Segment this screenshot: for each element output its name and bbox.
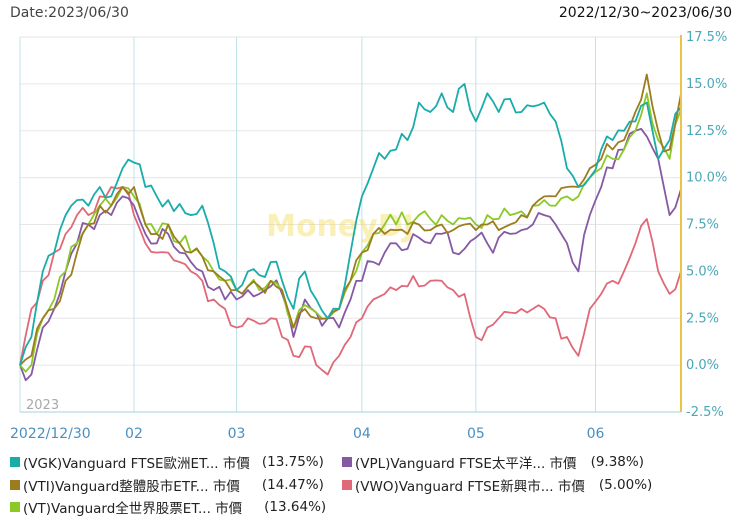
legend-pct-vt: (13.64%) [264,499,327,515]
date-label: Date:2023/06/30 [10,5,129,21]
x-tick-label: 06 [587,426,605,442]
legend-swatch-vti [10,480,20,490]
legend-item-vwo[interactable]: (VWO)Vanguard FTSE新興市... 市價 (5.00%) [342,475,652,495]
x-tick-label: 04 [353,426,371,442]
y-tick-label: 7.5% [686,218,719,233]
y-tick-label: 0.0% [686,358,719,373]
y-tick-label: 10.0% [686,171,727,186]
x-tick-label: 2022/12/30 [10,426,91,442]
legend-pct-vgk: (13.75%) [261,454,324,470]
x-tick-label: 03 [228,426,246,442]
date-range-label: 2022/12/30~2023/06/30 [558,5,732,21]
legend-item-vti[interactable]: (VTI)Vanguard整體股市ETF... 市價 (14.47%) [10,475,324,495]
y-tick-label: 5.0% [686,264,719,279]
legend-label-vwo: (VWO)Vanguard FTSE新興市... 市價 [355,479,585,495]
legend-label-vt: (VT)Vanguard全世界股票ET... 市價 [23,501,243,517]
legend-swatch-vgk [10,457,20,467]
legend-pct-vwo: (5.00%) [598,477,653,493]
watermark: MoneyDJ [266,209,414,244]
legend-swatch-vwo [342,480,352,490]
axes: 17.5% 15.0% 12.5% 10.0% 7.5% 5.0% 2.5% 0.0% -2.5… [10,30,727,442]
y-tick-label: 15.0% [686,77,727,92]
gridlines [19,36,681,413]
legend-item-vpl[interactable]: (VPL)Vanguard FTSE太平洋... 市價 (9.38%) [342,452,644,472]
year-label: 2023 [26,398,59,413]
series-line-vpl[interactable] [19,127,682,382]
legend-pct-vpl: (9.38%) [590,454,644,470]
line-chart: MoneyDJ 17.5% 15.0% 12.5% 10.0% 7.5% 5.0% 2.5%… [10,30,727,442]
x-tick-label: 05 [467,426,485,442]
legend-pct-vti: (14.47%) [261,477,324,493]
legend-swatch-vpl [342,457,352,467]
legend-swatch-vt [10,502,20,512]
y-tick-label: 2.5% [686,311,719,326]
y-tick-label: -2.5% [686,405,724,420]
y-tick-label: 12.5% [686,124,727,139]
legend-label-vgk: (VGK)Vanguard FTSE歐洲ET... 市價 [23,456,250,472]
legend-item-vt[interactable]: (VT)Vanguard全世界股票ET... 市價 (13.64%) [10,497,326,517]
series-lines [19,73,682,382]
legend-label-vti: (VTI)Vanguard整體股市ETF... 市價 [23,479,240,495]
series-line-vti[interactable] [19,73,682,366]
legend-item-vgk[interactable]: (VGK)Vanguard FTSE歐洲ET... 市價 (13.75%) [10,452,324,472]
legend-label-vpl: (VPL)Vanguard FTSE太平洋... 市價 [355,456,577,472]
series-line-vgk[interactable] [19,83,682,366]
x-tick-label: 02 [125,426,143,442]
y-tick-label: 17.5% [686,30,727,45]
